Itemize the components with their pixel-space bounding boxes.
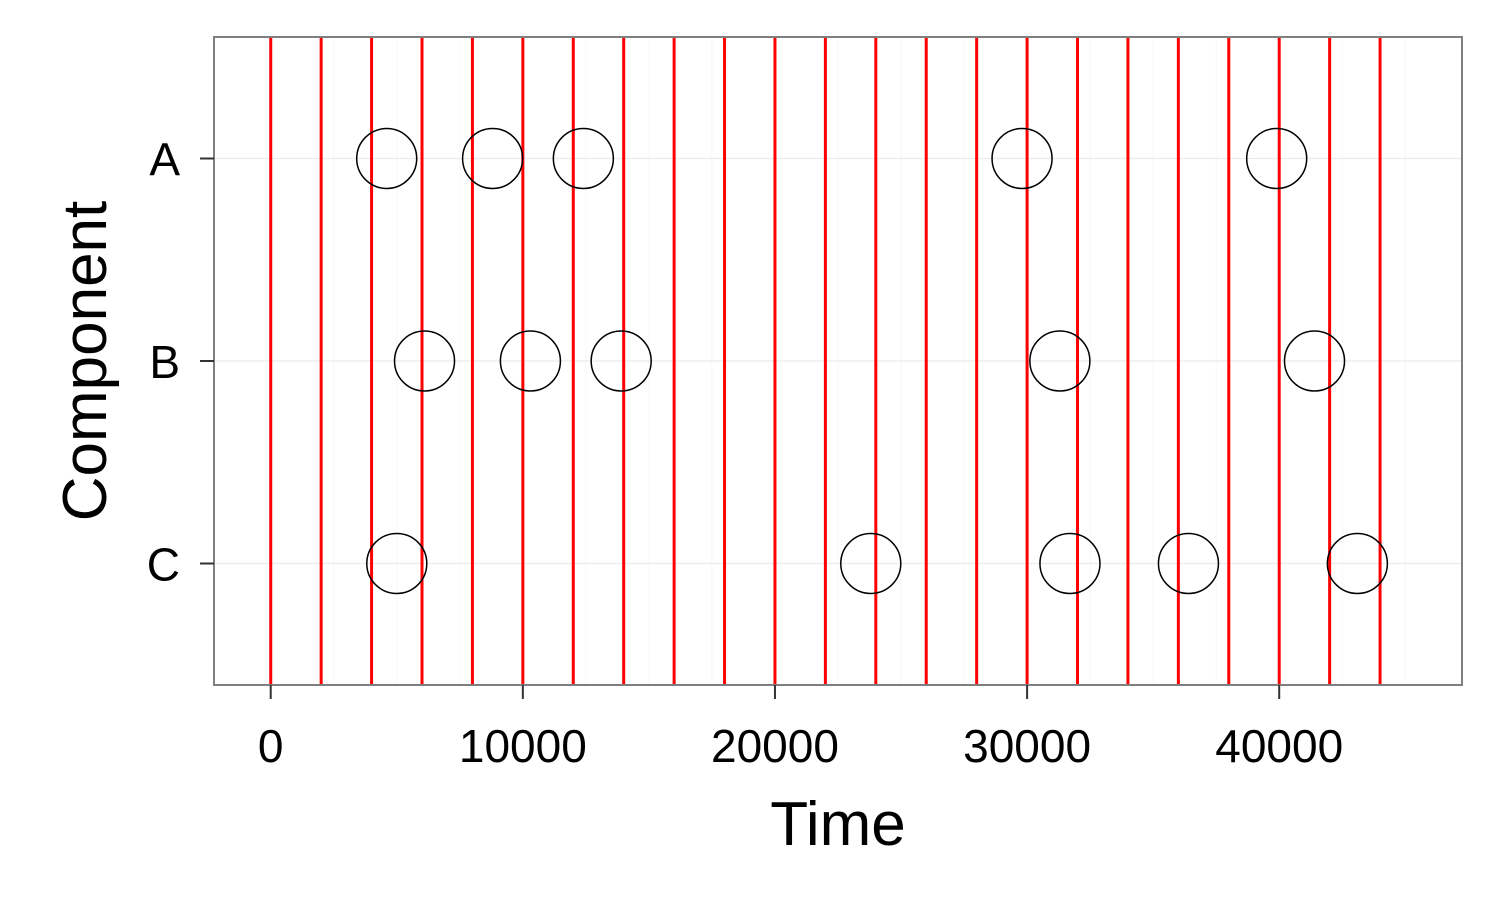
data-point-A [461,127,524,190]
data-point-C [1039,532,1101,595]
data-point-A [552,127,615,190]
y-tick-label: A [149,134,180,186]
data-point-A [355,127,418,190]
data-point-B [590,330,652,392]
data-point-B [1283,330,1346,392]
vertical-reference-lines [269,37,1382,685]
data-point-C [1326,532,1389,595]
y-axis-title: Component [51,201,120,522]
data-point-B [1029,330,1091,392]
data-point-C [366,532,428,595]
data-point-A [1245,127,1308,190]
y-tick-label: B [149,336,180,388]
x-axis: 0 10000 20000 30000 40000 [258,685,1343,772]
x-tick-label: 0 [258,720,284,772]
x-tick-label: 20000 [711,720,839,772]
data-point-C [840,532,902,595]
x-tick-label: 40000 [1215,720,1343,772]
x-tick-label: 10000 [459,720,587,772]
data-point-C [1157,532,1220,595]
data-points [355,127,1389,595]
x-axis-title: Time [770,790,905,859]
y-axis: A B C [147,134,214,591]
data-point-B [393,330,456,392]
y-tick-label: C [147,539,180,591]
data-point-B [499,330,562,392]
data-point-A [991,127,1053,190]
x-tick-label: 30000 [963,720,1091,772]
